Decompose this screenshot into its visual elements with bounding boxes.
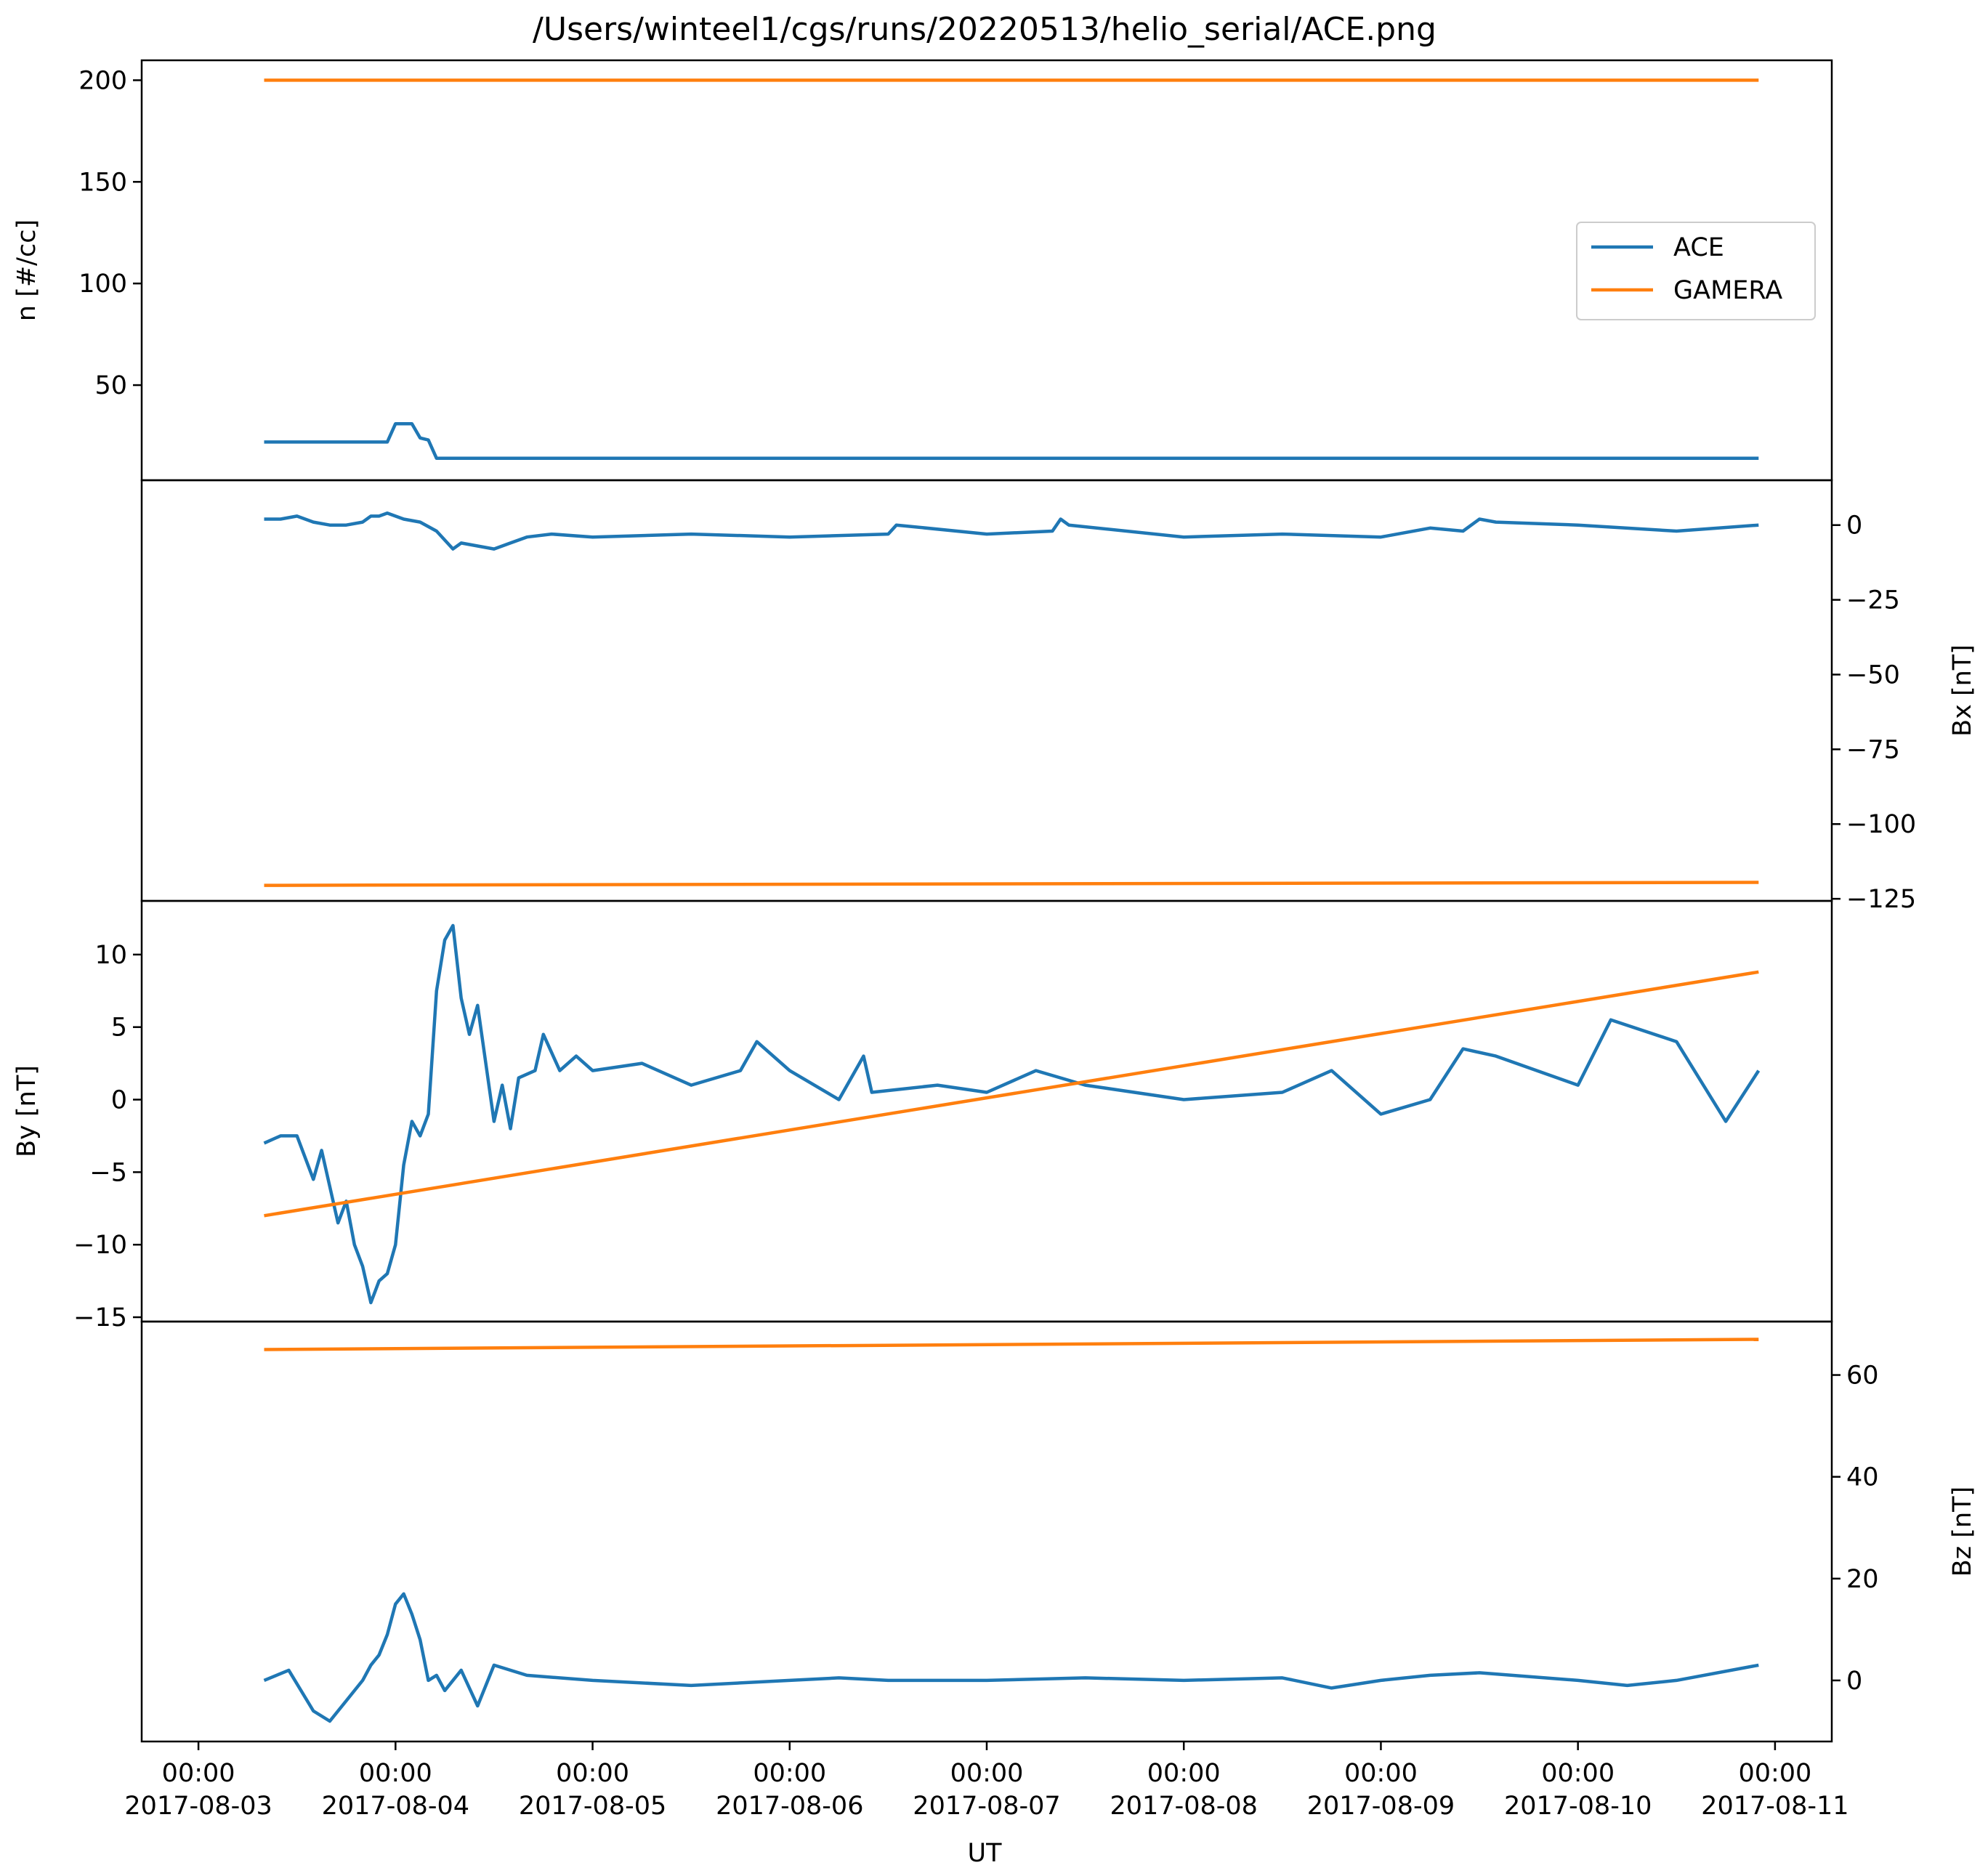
y-tick-label: 10 — [94, 941, 127, 970]
panel-frame — [140, 899, 1833, 1323]
panel-2: 10 5 0 −5 −10 −15 By [nT] — [12, 899, 1833, 1332]
x-tick-time: 00:00 — [162, 1759, 235, 1788]
chart-title: /Users/winteel1/cgs/runs/20220513/helio_… — [533, 11, 1437, 48]
panel-frame — [140, 479, 1833, 902]
y-tick-label: 200 — [78, 66, 127, 95]
y-tick-label: 40 — [1846, 1463, 1879, 1492]
x-tick-date: 2017-08-06 — [716, 1792, 863, 1821]
y-tick-label: 50 — [94, 371, 127, 400]
y-tick-label: −10 — [73, 1231, 127, 1260]
series-ace-line — [264, 421, 1759, 461]
x-axis-label: UT — [968, 1839, 1003, 1868]
x-tick-date: 2017-08-08 — [1110, 1792, 1258, 1821]
x-tick-time: 00:00 — [359, 1759, 432, 1788]
y-tick-label: 150 — [78, 168, 127, 197]
legend-label-ace: ACE — [1673, 233, 1724, 262]
y-tick-label: 60 — [1846, 1362, 1879, 1391]
x-tick-time: 00:00 — [556, 1759, 629, 1788]
panel-3: 60 40 20 0 Bz [nT] — [140, 1320, 1977, 1743]
series-gamera-line — [264, 970, 1759, 1218]
x-tick-date: 2017-08-07 — [913, 1792, 1060, 1821]
x-tick-date: 2017-08-03 — [124, 1792, 272, 1821]
y-tick-label: −50 — [1846, 660, 1900, 689]
panel-1: 0 −25 −50 −75 −100 −125 Bx [nT] — [140, 479, 1977, 914]
y-tick-label: 0 — [111, 1086, 127, 1115]
y-tick-label: 5 — [111, 1014, 127, 1043]
x-tick-date: 2017-08-10 — [1504, 1792, 1652, 1821]
y-axis-label: Bz [nT] — [1948, 1486, 1977, 1577]
y-tick-label: 100 — [78, 270, 127, 299]
panel-0: 50 100 150 200 n [#/cc] — [12, 59, 1833, 482]
series-ace-line — [264, 511, 1759, 551]
x-tick-time: 00:00 — [1738, 1759, 1811, 1788]
y-axis-label: Bx [nT] — [1948, 644, 1977, 737]
series-gamera-line — [264, 1338, 1759, 1351]
y-tick-label: 20 — [1846, 1565, 1879, 1594]
x-tick-date: 2017-08-05 — [519, 1792, 666, 1821]
y-axis-label: n [#/cc] — [12, 219, 41, 321]
y-tick-label: −75 — [1846, 735, 1900, 764]
x-tick-time: 00:00 — [1147, 1759, 1221, 1788]
x-tick-time: 00:00 — [1344, 1759, 1418, 1788]
x-tick-time: 00:00 — [753, 1759, 826, 1788]
x-tick-date: 2017-08-11 — [1701, 1792, 1848, 1821]
y-tick-label: −25 — [1846, 586, 1900, 615]
y-tick-label: 0 — [1846, 1667, 1862, 1696]
x-tick-date: 2017-08-09 — [1307, 1792, 1455, 1821]
legend-label-gamera: GAMERA — [1673, 276, 1782, 305]
series-gamera-line — [264, 881, 1759, 887]
y-tick-label: −125 — [1846, 885, 1916, 914]
y-tick-label: −100 — [1846, 810, 1916, 839]
series-ace-line — [263, 923, 1761, 1305]
y-tick-label: 0 — [1846, 511, 1862, 541]
y-tick-label: −15 — [73, 1303, 127, 1332]
x-tick-date: 2017-08-04 — [322, 1792, 469, 1821]
x-tick-time: 00:00 — [1541, 1759, 1615, 1788]
series-ace-line — [263, 1592, 1759, 1723]
panel-frame — [140, 1320, 1833, 1743]
y-axis-label: By [nT] — [12, 1065, 41, 1157]
x-tick-time: 00:00 — [950, 1759, 1024, 1788]
legend: ACE GAMERA — [1576, 222, 1816, 320]
y-tick-label: −5 — [89, 1158, 127, 1187]
